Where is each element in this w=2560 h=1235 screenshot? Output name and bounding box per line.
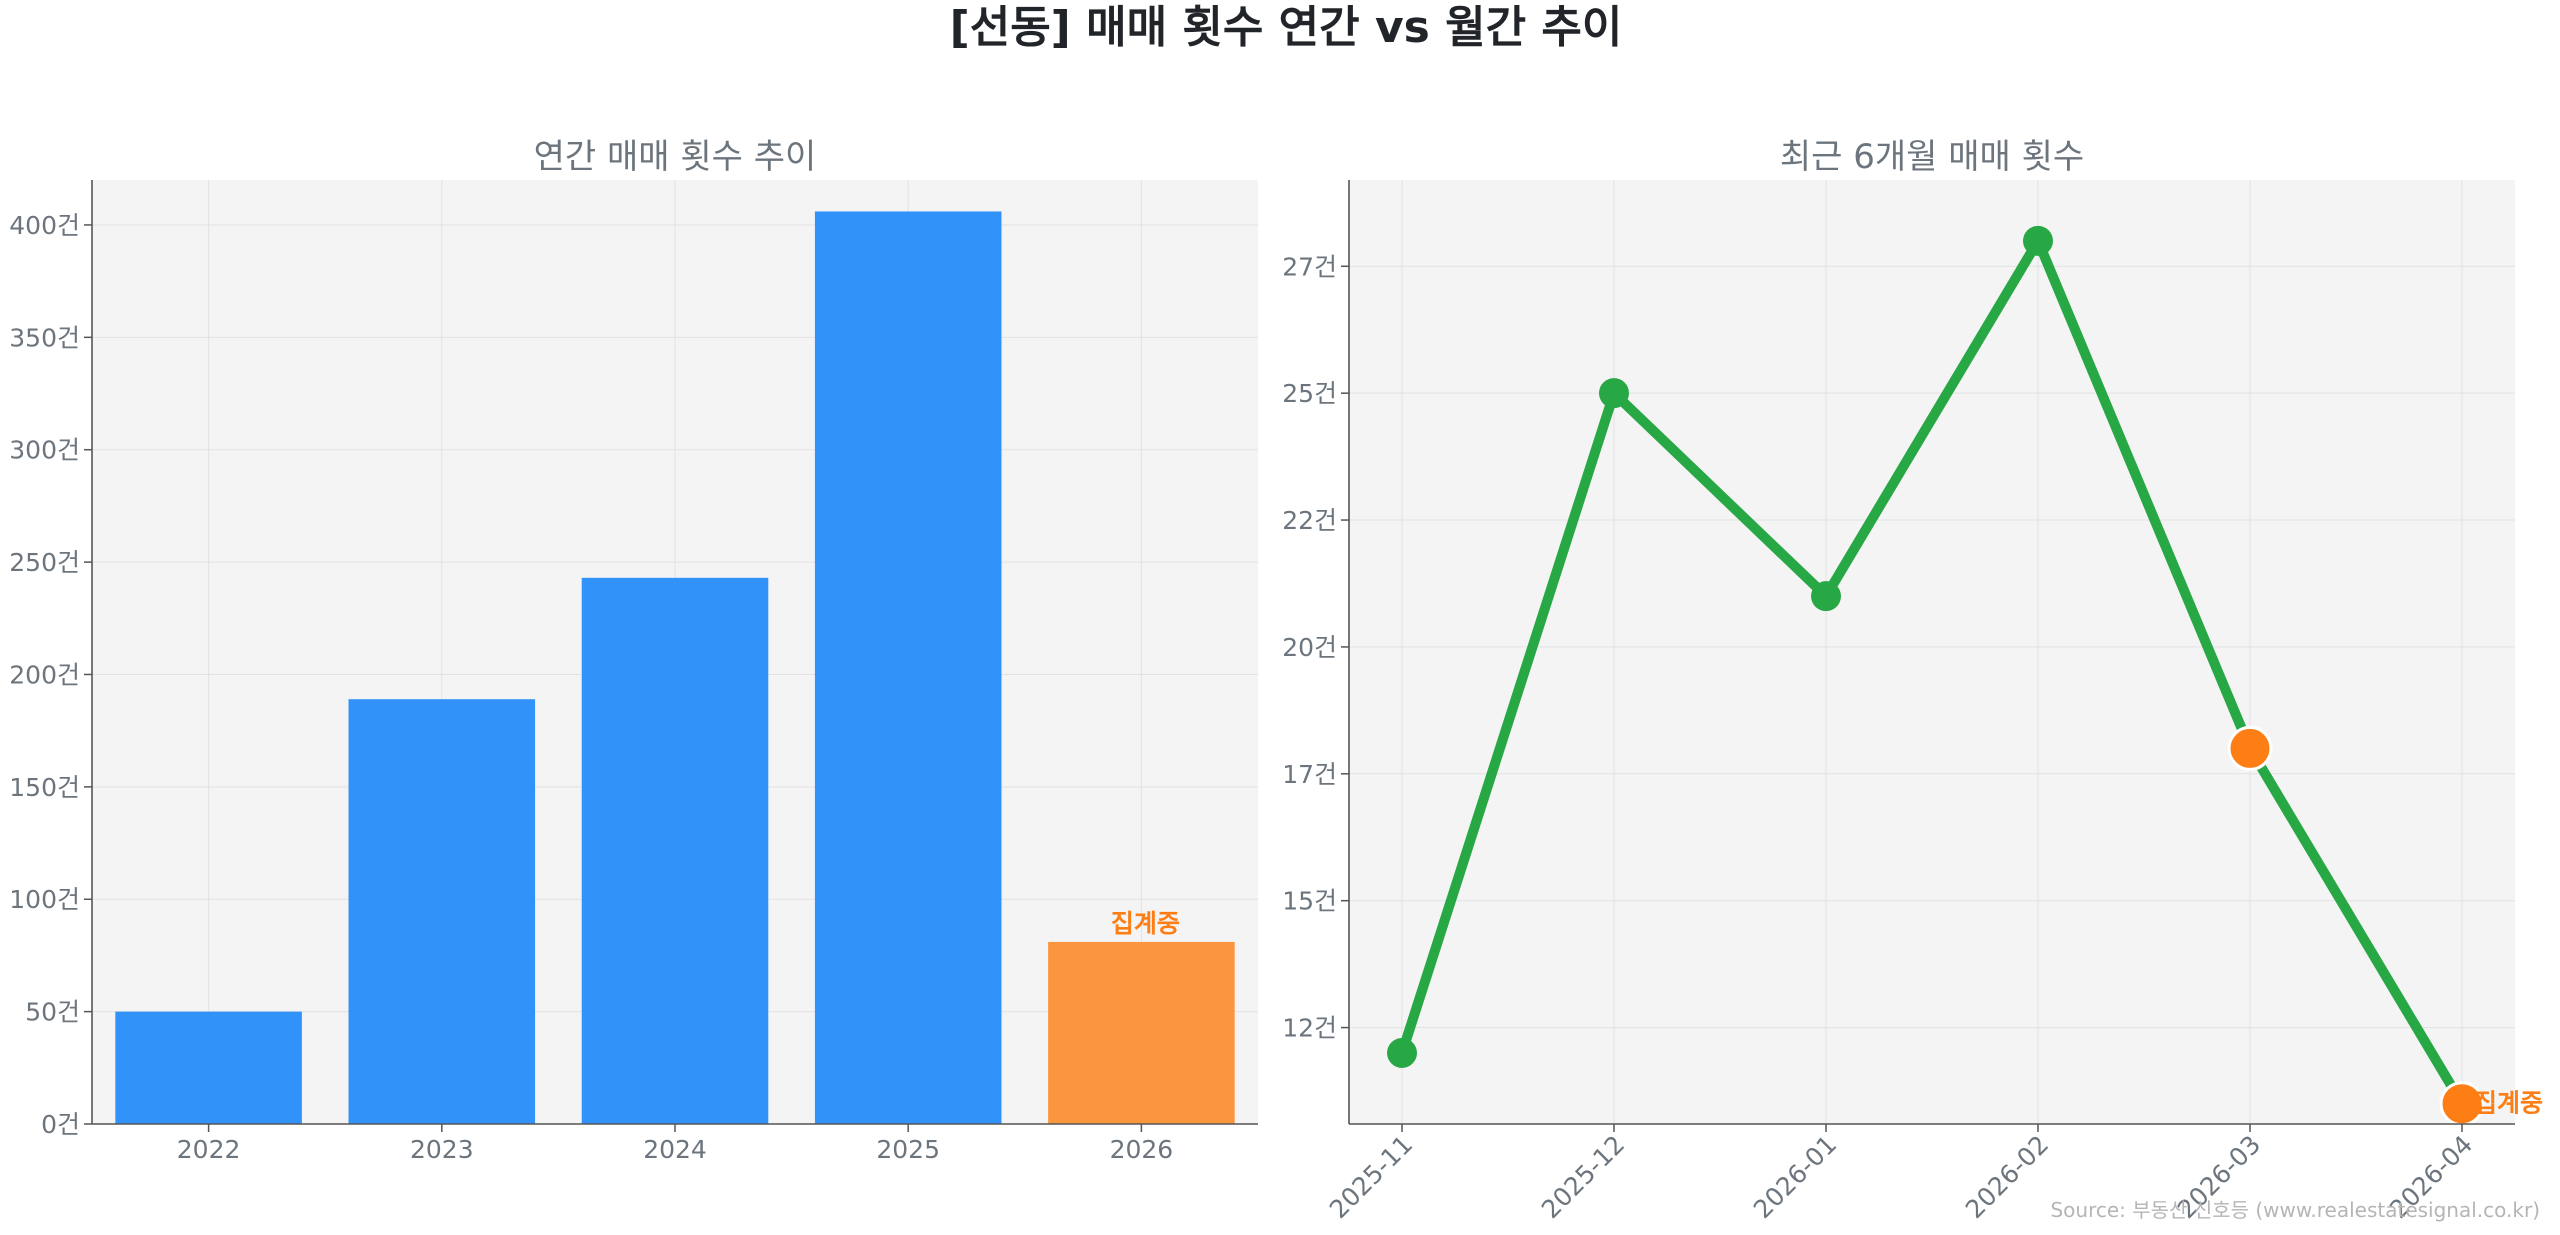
in-progress-label: 집계중 [2474, 1089, 2543, 1118]
bar-2026 [1048, 941, 1235, 1124]
y-tick-label: 12건 [1282, 1014, 1337, 1043]
bar-2022 [115, 1011, 302, 1124]
y-tick-label: 17건 [1282, 760, 1337, 789]
point-2025-12 [1599, 378, 1629, 409]
point-2026-01 [1811, 581, 1841, 612]
point-2026-02 [2023, 225, 2053, 256]
y-tick-label: 400건 [9, 211, 80, 240]
x-tick-label: 2025 [876, 1135, 940, 1164]
y-tick-label: 50건 [25, 998, 80, 1027]
x-tick-label: 2023 [410, 1135, 474, 1164]
y-tick-label: 350건 [9, 323, 80, 352]
in-progress-label: 집계중 [1111, 909, 1180, 938]
bar-2024 [581, 577, 769, 1124]
figure-title: [선동] 매매 횟수 연간 vs 월간 추이 [950, 2, 1623, 53]
y-tick-label: 150건 [9, 773, 80, 802]
y-tick-label: 15건 [1282, 887, 1337, 916]
source-note: Source: 부동산 신호등 (www.realestatesignal.co… [2050, 1198, 2540, 1222]
x-tick-label: 2022 [177, 1135, 241, 1164]
bar-2025 [814, 211, 1002, 1124]
x-tick-label: 2025-11 [1324, 1130, 1418, 1224]
x-tick-label: 2025-12 [1536, 1130, 1630, 1224]
plot-area [1349, 180, 2515, 1124]
y-tick-label: 25건 [1282, 379, 1337, 408]
annual-bar-chart: 연간 매매 횟수 추이 0건 50건 100건 150건 200건 250건 300건 350건… [9, 137, 1258, 1164]
x-tick-label: 2026 [1110, 1135, 1174, 1164]
y-tick-label: 100건 [9, 885, 80, 914]
bar-2023 [348, 699, 536, 1124]
y-tick-label: 250건 [9, 548, 80, 577]
point-2026-03 [2227, 725, 2273, 771]
y-tick-label: 300건 [9, 436, 80, 465]
x-tick-label: 2026-01 [1748, 1130, 1842, 1224]
x-tick-label: 2024 [643, 1135, 707, 1164]
chart-title: 연간 매매 횟수 추이 [534, 137, 817, 177]
y-tick-label: 20건 [1282, 633, 1337, 662]
y-tick-label: 200건 [9, 660, 80, 689]
point-2025-11 [1387, 1037, 1417, 1068]
x-tick-label: 2026-02 [1960, 1130, 2054, 1224]
series-line [1397, 235, 2467, 1109]
y-tick-label: 0건 [41, 1110, 80, 1139]
y-tick-label: 22건 [1282, 506, 1337, 535]
y-tick-label: 27건 [1282, 252, 1337, 281]
chart-title: 최근 6개월 매매 횟수 [1780, 137, 2084, 177]
